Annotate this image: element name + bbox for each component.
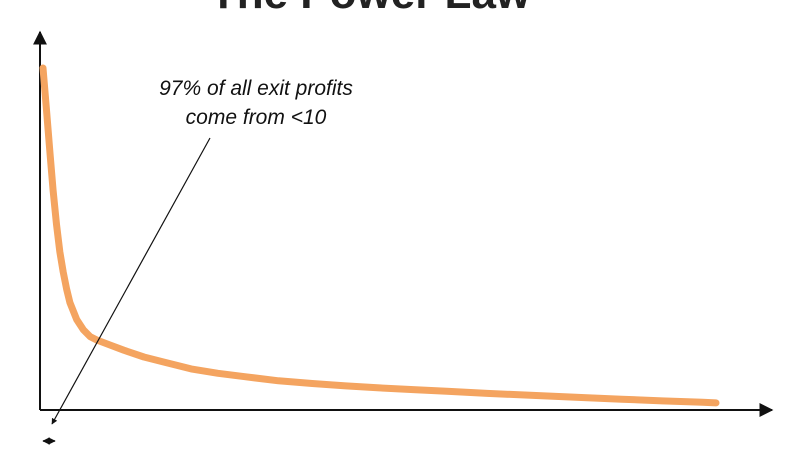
- power-law-curve: [39, 64, 720, 407]
- annotation-line-2: come from <10: [186, 106, 327, 129]
- annotation-arrow: [51, 137, 211, 425]
- chart-title: The Power Law: [210, 0, 531, 18]
- annotation-line-1: 97% of all exit profits: [159, 77, 353, 100]
